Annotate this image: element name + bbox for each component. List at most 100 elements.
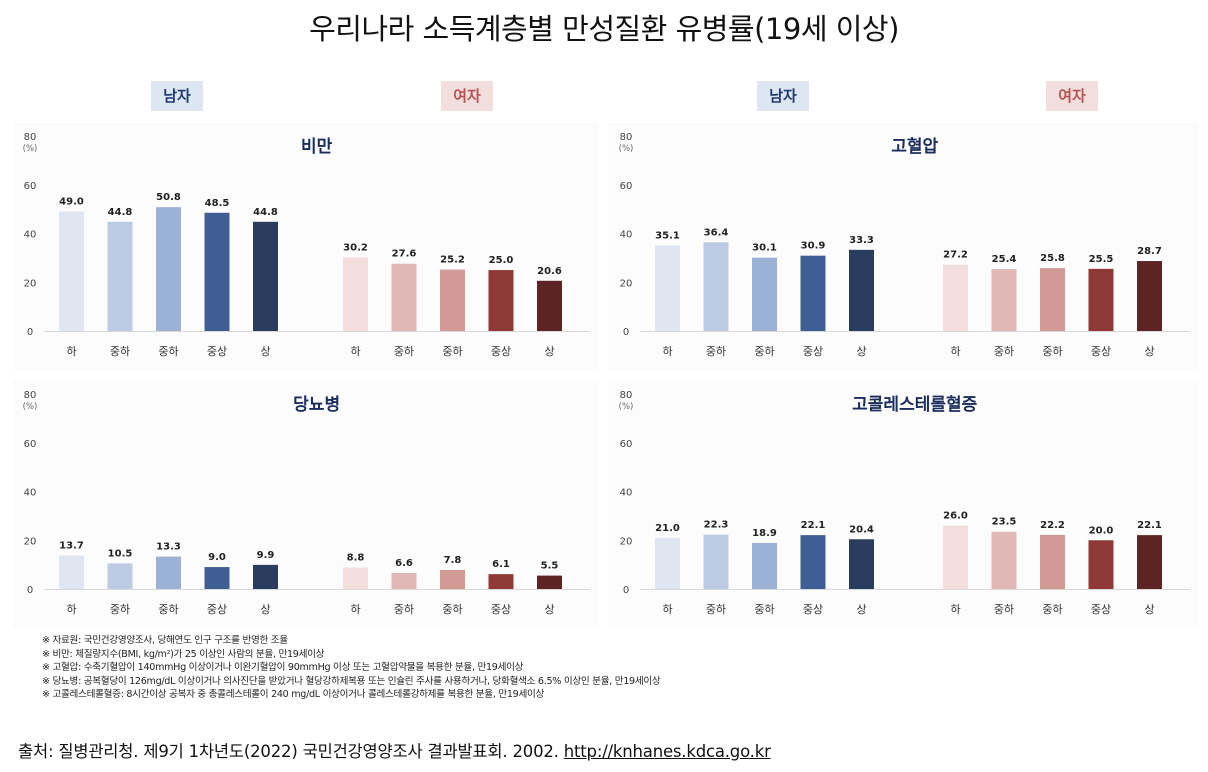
data-label: 22.1 (1137, 520, 1162, 531)
x-tick-label: 중하 (1042, 602, 1062, 616)
x-tick-label: 중하 (394, 602, 414, 616)
y-tick-label: 0 (27, 585, 33, 596)
data-label: 7.8 (444, 555, 462, 566)
data-label: 25.8 (1040, 253, 1065, 264)
footnote-line: ※ 당뇨병: 공복혈당이 126mg/dL 이상이거나 의사진단을 받았거나 혈… (42, 675, 661, 687)
y-tick-label: 20 (24, 536, 37, 547)
chart-title: 비만 (301, 137, 333, 157)
x-tick-label: 중상 (207, 603, 227, 616)
bar-female (488, 270, 514, 331)
x-tick-label: 중하 (706, 344, 726, 358)
chart-title: 고혈압 (891, 136, 938, 157)
bar-male (752, 542, 777, 589)
data-label: 25.0 (489, 255, 514, 266)
y-tick-label: 60 (620, 181, 633, 192)
bar-male (253, 564, 278, 589)
bar-female (488, 574, 514, 589)
bar-female (537, 575, 562, 589)
x-tick-label: 중상 (1091, 603, 1111, 616)
bar-female (1088, 268, 1114, 331)
data-label: 25.2 (440, 255, 465, 266)
y-tick-label: 0 (623, 585, 629, 596)
x-tick-label: 하 (662, 602, 672, 616)
x-tick-label: 중하 (158, 602, 178, 616)
y-tick-label: 20 (620, 536, 633, 547)
data-label: 30.2 (343, 242, 368, 253)
data-label: 23.5 (992, 517, 1017, 528)
x-tick-label: 하 (66, 602, 76, 616)
x-tick-label: 중하 (158, 344, 178, 358)
data-label: 27.6 (392, 249, 417, 260)
y-tick-label: 40 (620, 488, 633, 499)
bar-female (1040, 534, 1065, 589)
x-tick-label: 상 (260, 345, 270, 358)
x-tick-label: 중하 (754, 602, 774, 616)
y-tick-label: 80 (620, 390, 633, 401)
data-label: 20.4 (849, 524, 874, 535)
y-tick-label: 20 (620, 278, 633, 289)
x-tick-label: 상 (544, 603, 554, 616)
data-label: 6.1 (492, 559, 510, 570)
x-tick-label: 하 (350, 344, 360, 358)
bar-female (1040, 268, 1065, 331)
x-tick-label: 하 (950, 344, 960, 358)
y-axis-unit: (%) (619, 402, 634, 412)
data-label: 9.9 (257, 550, 275, 561)
bar-male (107, 563, 133, 589)
data-label: 30.9 (801, 241, 826, 252)
bar-male (849, 249, 874, 331)
x-tick-label: 중상 (1091, 345, 1111, 358)
y-tick-label: 80 (24, 390, 37, 401)
footnote-line: ※ 고혈압: 수축기혈압이 140mmHg 이상이거나 이완기혈압이 90mmH… (42, 662, 524, 674)
bar-female (1088, 540, 1114, 589)
data-label: 44.8 (253, 207, 278, 218)
y-axis-unit: (%) (23, 402, 38, 412)
x-tick-label: 중하 (442, 344, 462, 358)
data-label: 49.0 (59, 197, 84, 208)
data-label: 22.2 (1040, 520, 1065, 531)
x-tick-label: 중하 (754, 344, 774, 358)
y-tick-label: 0 (27, 327, 33, 338)
data-label: 20.0 (1089, 525, 1114, 536)
bar-male (655, 537, 680, 589)
y-tick-label: 80 (620, 132, 633, 143)
source-link[interactable]: http://knhanes.kdca.go.kr (563, 742, 771, 761)
footnote-line: ※ 고콜레스테롤혈증: 8시간이상 공복자 중 총콜레스테롤이 240 mg/d… (42, 689, 545, 701)
data-label: 5.5 (541, 561, 559, 572)
y-axis-unit: (%) (23, 144, 38, 154)
y-tick-label: 0 (623, 327, 629, 338)
data-label: 27.2 (943, 250, 968, 261)
bar-male (253, 221, 278, 331)
bar-male (800, 535, 826, 589)
bar-female (1137, 261, 1162, 331)
data-label: 8.8 (347, 553, 365, 564)
x-tick-label: 중하 (994, 344, 1014, 358)
data-label: 25.5 (1089, 254, 1114, 265)
x-tick-label: 상 (1144, 603, 1154, 616)
bar-female (943, 264, 968, 331)
data-label: 9.0 (208, 552, 226, 563)
bar-male (204, 567, 230, 589)
data-label: 25.4 (992, 254, 1017, 265)
x-tick-label: 중하 (706, 602, 726, 616)
data-label: 44.8 (108, 207, 133, 218)
chart-hypercholesterolemia: 0 20 40 60 80(%) 고콜레스테롤혈증 21.0 하 22.3 중하 18.9 중하 22.… (619, 390, 1190, 616)
x-tick-label: 하 (950, 602, 960, 616)
data-label: 36.4 (704, 227, 729, 238)
gender-tag-female-right: 여자 (1046, 81, 1098, 111)
bar-male (204, 212, 230, 331)
chart-diabetes: 0 20 40 60 80(%) 당뇨병 13.7 하 10.5 중하 13.3 중하 9.0 중상 9.9… (23, 390, 590, 616)
bar-male (703, 242, 729, 331)
page-title: 우리나라 소득계층별 만성질환 유병률(19세 이상) (309, 12, 899, 46)
footnote-line: ※ 비만: 체질량지수(BMI, kg/m²)가 25 이상인 사람의 분율, … (42, 648, 325, 660)
gender-tag-female-left: 여자 (441, 81, 493, 111)
data-label: 6.6 (395, 558, 413, 569)
bar-male (59, 555, 84, 589)
data-label: 21.0 (655, 523, 680, 534)
x-tick-label: 중상 (803, 603, 823, 616)
y-tick-label: 40 (620, 230, 633, 241)
bar-female (1137, 535, 1162, 589)
footnotes: ※ 자료원: 국민건강영양조사, 당해연도 인구 구조를 반영한 조율 ※ 비만… (42, 634, 802, 702)
x-tick-label: 상 (856, 345, 866, 358)
x-tick-label: 상 (544, 345, 554, 358)
